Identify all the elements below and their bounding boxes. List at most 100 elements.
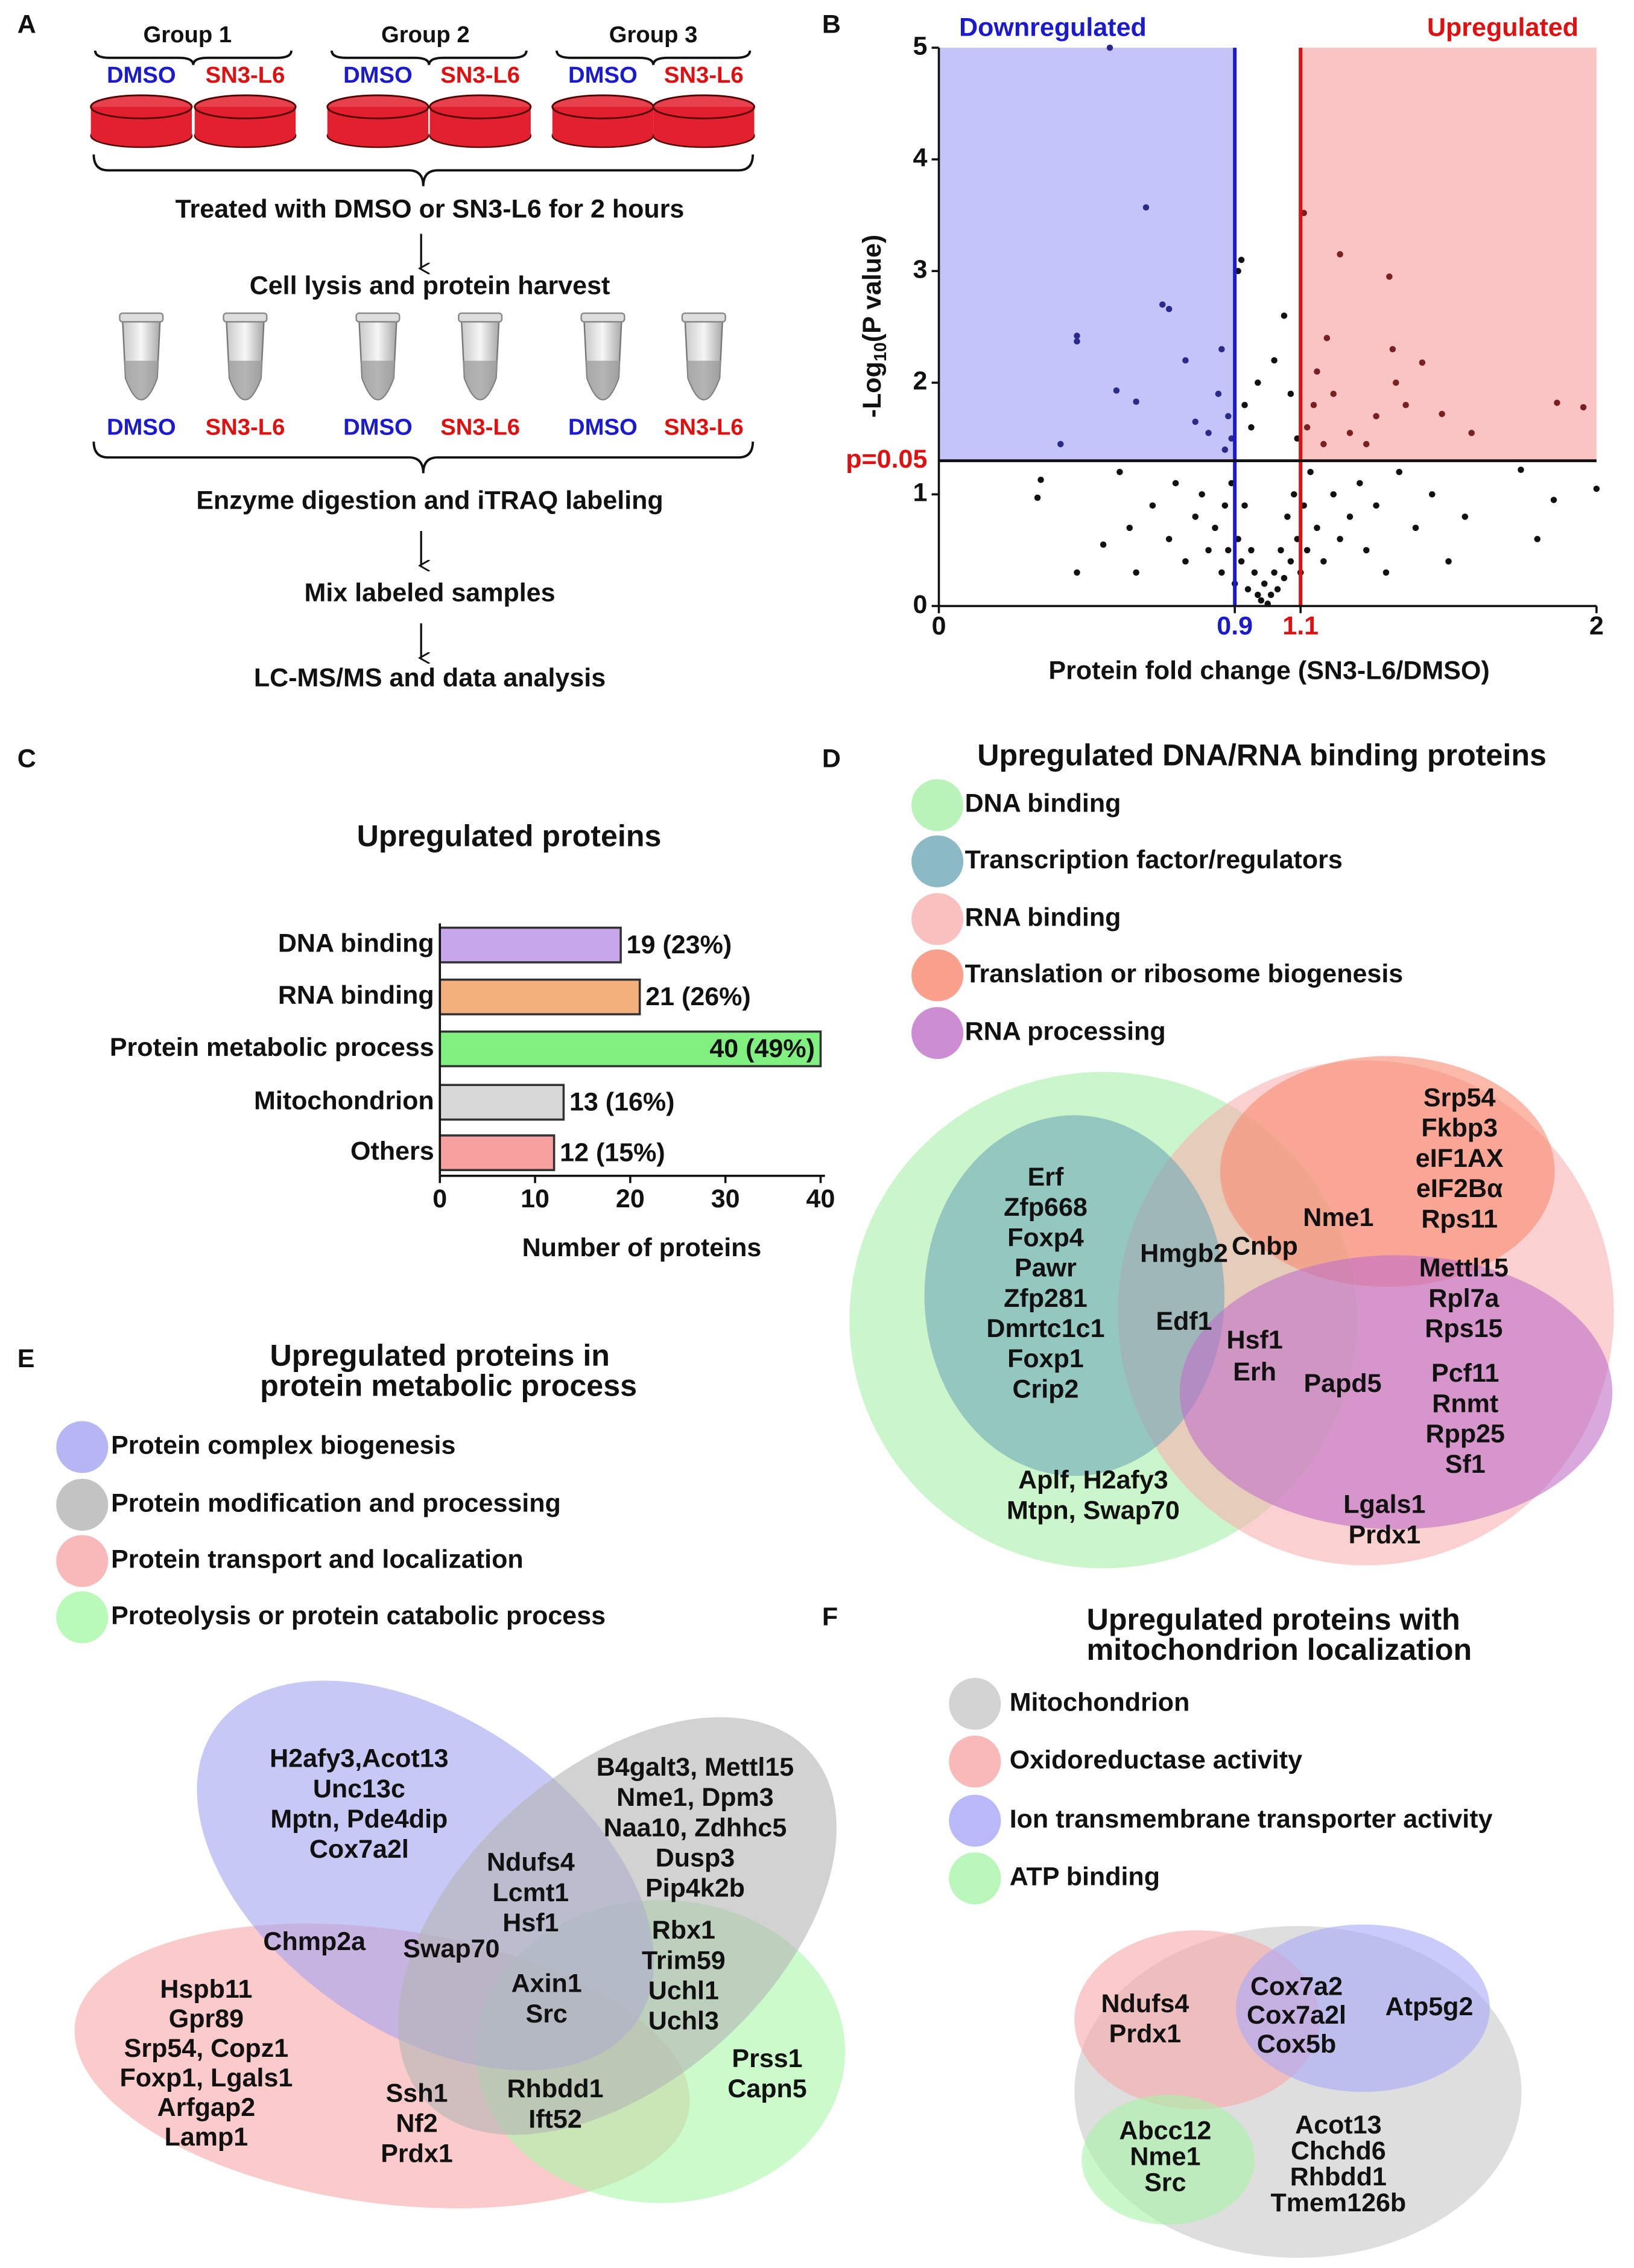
venn-item: Rbx1 — [652, 1916, 715, 1945]
point — [1363, 440, 1370, 448]
y-tick-label: 1 — [913, 478, 927, 507]
venn-item: Prss1 — [732, 2044, 802, 2073]
venn-set — [1236, 1924, 1490, 2092]
brace — [93, 50, 293, 66]
tube-liquid — [227, 360, 263, 400]
panel-label: F — [822, 1603, 838, 1631]
venn-item: Nme1 — [1130, 2142, 1200, 2171]
x-tick-label: 10 — [521, 1184, 549, 1213]
workflow-step: Treated with DMSO or SN3-L6 for 2 hours — [176, 195, 685, 224]
point — [1314, 368, 1320, 375]
point — [1221, 502, 1229, 509]
point — [1126, 524, 1133, 532]
tube-label: DMSO — [343, 414, 413, 440]
venn-item: Rnmt — [1432, 1389, 1498, 1418]
point — [1133, 398, 1139, 405]
venn-item: Cnbp — [1232, 1232, 1298, 1261]
value-label: 19 (23%) — [627, 930, 732, 959]
category-label: Protein metabolic process — [110, 1033, 434, 1062]
point — [1165, 536, 1173, 542]
venn-item: Ndufs4 — [1101, 1989, 1189, 2018]
point — [1310, 402, 1317, 408]
venn-item: Hsf1 — [502, 1908, 559, 1937]
value-label: 21 (26%) — [645, 982, 751, 1011]
point — [1218, 346, 1225, 353]
point — [1284, 513, 1291, 520]
point — [1100, 541, 1107, 548]
y-tick-label: 0 — [913, 590, 927, 619]
point — [1320, 440, 1327, 448]
point — [1218, 569, 1225, 576]
value-label: 13 (16%) — [569, 1088, 675, 1117]
dish-label: DMSO — [343, 62, 413, 88]
panel-label: A — [17, 10, 36, 39]
venn-item: Src — [526, 2000, 568, 2028]
dish-top — [90, 94, 193, 119]
bar — [439, 1134, 556, 1172]
group-label: Group 1 — [144, 22, 232, 48]
venn-item: Srp54, Copz1 — [124, 2034, 289, 2063]
up-region — [1300, 48, 1597, 461]
point — [1261, 580, 1268, 587]
venn-item: Src — [1144, 2168, 1186, 2197]
workflow-step: LC-MS/MS and data analysis — [254, 664, 606, 693]
y-tick-label: 5 — [913, 31, 927, 60]
venn-item: Swap70 — [403, 1934, 499, 1963]
point — [1192, 513, 1199, 520]
bar — [439, 926, 622, 964]
workflow-step: Cell lysis and protein harvest — [250, 271, 610, 300]
point — [1412, 524, 1419, 532]
point — [1396, 469, 1403, 475]
chart-title: Upregulated proteins — [357, 819, 662, 853]
point — [1074, 569, 1080, 576]
legend-swatch — [911, 835, 964, 888]
venn-item: Chchd6 — [1291, 2136, 1386, 2165]
point — [1278, 547, 1284, 554]
x-tick-label: 40 — [806, 1184, 835, 1213]
venn-set — [1220, 1056, 1555, 1287]
legend-label: Protein modification and processing — [111, 1488, 561, 1517]
point — [1238, 558, 1245, 565]
venn-item: Dmrtc1c1 — [986, 1314, 1104, 1343]
tube-label: DMSO — [568, 414, 638, 440]
legend-swatch — [56, 1591, 109, 1644]
value-label: 12 (15%) — [560, 1138, 665, 1167]
tube-label: SN3-L6 — [664, 414, 744, 440]
point — [1287, 390, 1294, 398]
point — [1445, 558, 1452, 565]
point — [1037, 477, 1044, 483]
legend-swatch — [56, 1421, 109, 1473]
venn-set — [1081, 2094, 1255, 2225]
x-axis-label: Number of proteins — [522, 1233, 762, 1262]
point — [1172, 480, 1179, 487]
legend-label: Protein transport and localization — [111, 1545, 524, 1574]
legend-label: Oxidoreductase activity — [1010, 1745, 1302, 1774]
venn-item: Pip4k2b — [645, 1874, 745, 1903]
venn-item: Uchl3 — [648, 2007, 719, 2036]
venn-item: Nme1, Dpm3 — [616, 1783, 774, 1812]
x-tick-label: 0 — [432, 1184, 447, 1213]
x-tick-label: 30 — [711, 1184, 740, 1213]
venn-item: eIF2Bα — [1416, 1174, 1503, 1203]
venn-item: Aplf, H2afy3 — [1018, 1466, 1168, 1495]
workflow-step: Enzyme digestion and iTRAQ labeling — [196, 486, 663, 515]
workflow-step: Mix labeled samples — [305, 579, 556, 608]
dish-top — [652, 94, 755, 119]
category-label: Others — [350, 1137, 434, 1166]
venn-item: Cox5b — [1257, 2030, 1336, 2059]
point — [1382, 569, 1390, 576]
point — [1074, 332, 1080, 339]
point — [1205, 547, 1212, 554]
point — [1554, 399, 1560, 406]
point — [1402, 402, 1409, 408]
y-label-part: (P value) — [858, 235, 887, 343]
venn-item: Prdx1 — [1109, 2019, 1182, 2048]
annotation-p: p=0.05 — [846, 445, 927, 474]
venn-item: Pcf11 — [1431, 1359, 1499, 1388]
dish-top — [429, 94, 532, 119]
legend-label: Protein complex biogenesis — [111, 1431, 455, 1460]
venn-item: Erf — [1028, 1163, 1064, 1192]
point — [1255, 591, 1261, 599]
venn-item: Srp54 — [1423, 1083, 1496, 1112]
point — [1281, 574, 1288, 582]
